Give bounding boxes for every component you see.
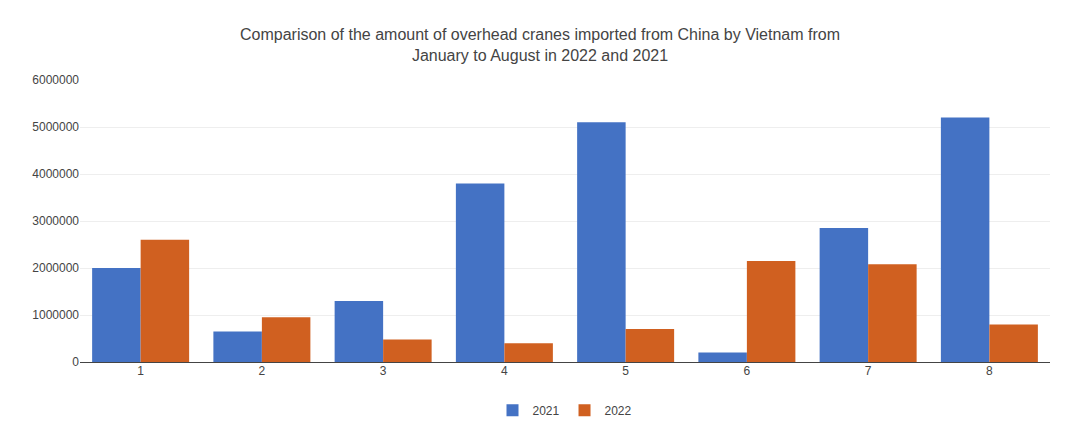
svg-text:5000000: 5000000: [32, 120, 79, 134]
svg-text:1: 1: [137, 364, 144, 378]
svg-text:4: 4: [501, 364, 508, 378]
svg-text:3000000: 3000000: [32, 214, 79, 228]
svg-text:6000000: 6000000: [32, 73, 79, 87]
svg-text:2022: 2022: [605, 404, 632, 418]
svg-text:6: 6: [744, 364, 751, 378]
svg-text:2000000: 2000000: [32, 261, 79, 275]
svg-text:5: 5: [622, 364, 629, 378]
svg-text:2: 2: [259, 364, 266, 378]
svg-text:3: 3: [380, 364, 387, 378]
svg-text:8: 8: [986, 364, 993, 378]
svg-text:4000000: 4000000: [32, 167, 79, 181]
svg-text:7: 7: [865, 364, 872, 378]
svg-text:2021: 2021: [533, 404, 560, 418]
svg-text:0: 0: [72, 355, 79, 369]
svg-text:1000000: 1000000: [32, 308, 79, 322]
svg-text:Comparison of the amount of ov: Comparison of the amount of overhead cra…: [240, 26, 840, 64]
